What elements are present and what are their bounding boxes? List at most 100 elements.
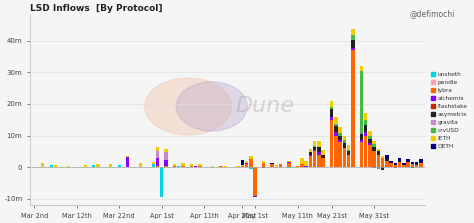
Bar <box>300 158 303 164</box>
Bar <box>343 148 346 167</box>
Bar <box>347 145 350 150</box>
Bar <box>338 133 342 136</box>
Bar <box>96 164 100 167</box>
Bar <box>334 132 337 136</box>
Bar <box>241 165 244 166</box>
Bar <box>385 159 389 161</box>
Bar <box>262 163 265 167</box>
Bar <box>245 164 248 167</box>
Bar <box>373 147 376 151</box>
Bar <box>296 165 300 167</box>
Bar <box>317 141 320 147</box>
Bar <box>415 165 418 167</box>
Bar <box>377 167 380 169</box>
Bar <box>300 164 303 167</box>
Bar <box>347 155 350 167</box>
Bar <box>181 166 185 167</box>
Bar <box>287 163 291 167</box>
Bar <box>410 164 414 167</box>
Bar <box>249 156 253 159</box>
Bar <box>368 136 372 139</box>
Bar <box>351 40 355 47</box>
Bar <box>410 162 414 164</box>
Bar <box>262 167 265 168</box>
Bar <box>249 159 253 167</box>
Bar <box>173 164 176 166</box>
Bar <box>245 163 248 164</box>
Bar <box>351 50 355 167</box>
Bar <box>321 150 325 155</box>
Bar <box>224 166 227 167</box>
Bar <box>287 162 291 163</box>
Bar <box>50 165 53 167</box>
Bar <box>351 47 355 50</box>
Bar <box>334 124 337 126</box>
Bar <box>271 164 274 167</box>
Bar <box>66 165 70 167</box>
Bar <box>368 139 372 143</box>
Bar <box>360 71 363 134</box>
Bar <box>393 167 397 168</box>
Bar <box>343 143 346 148</box>
Bar <box>419 159 422 162</box>
Bar <box>334 126 337 132</box>
Bar <box>275 165 278 167</box>
Bar <box>219 166 223 167</box>
Bar <box>287 167 291 168</box>
Bar <box>126 157 129 167</box>
Bar <box>313 147 316 150</box>
Bar <box>368 131 372 136</box>
Ellipse shape <box>145 78 231 135</box>
Bar <box>194 166 197 167</box>
Bar <box>402 163 406 165</box>
Bar <box>309 149 312 152</box>
Bar <box>406 162 410 167</box>
Bar <box>381 158 384 167</box>
Bar <box>410 167 414 168</box>
Bar <box>343 136 346 140</box>
Bar <box>164 160 168 166</box>
Bar <box>398 162 401 167</box>
Bar <box>190 166 193 167</box>
Bar <box>338 142 342 167</box>
Bar <box>304 166 308 167</box>
Bar <box>164 152 168 160</box>
Bar <box>364 114 367 120</box>
Bar <box>254 167 257 196</box>
Bar <box>373 167 376 168</box>
Bar <box>41 163 45 167</box>
Bar <box>393 163 397 165</box>
Bar <box>390 161 393 163</box>
Bar <box>377 151 380 155</box>
Bar <box>241 166 244 167</box>
Bar <box>241 160 244 165</box>
Bar <box>177 166 181 167</box>
Bar <box>330 101 333 107</box>
Bar <box>338 127 342 133</box>
Bar <box>347 151 350 155</box>
Bar <box>334 136 337 167</box>
Bar <box>321 155 325 158</box>
Bar <box>373 141 376 144</box>
Bar <box>338 140 342 142</box>
Bar <box>334 117 337 124</box>
Bar <box>360 140 363 142</box>
Bar <box>373 144 376 147</box>
Bar <box>343 140 346 143</box>
Bar <box>156 151 159 158</box>
Bar <box>364 120 367 124</box>
Bar <box>262 161 265 163</box>
Bar <box>156 166 159 167</box>
Bar <box>156 147 159 151</box>
Bar <box>211 166 214 167</box>
Bar <box>109 164 112 167</box>
Bar <box>313 146 316 147</box>
Bar <box>360 142 363 167</box>
Bar <box>373 151 376 167</box>
Bar <box>279 164 283 167</box>
Bar <box>309 155 312 156</box>
Bar <box>181 163 185 166</box>
Bar <box>190 164 193 166</box>
Bar <box>419 163 422 167</box>
Bar <box>330 117 333 120</box>
